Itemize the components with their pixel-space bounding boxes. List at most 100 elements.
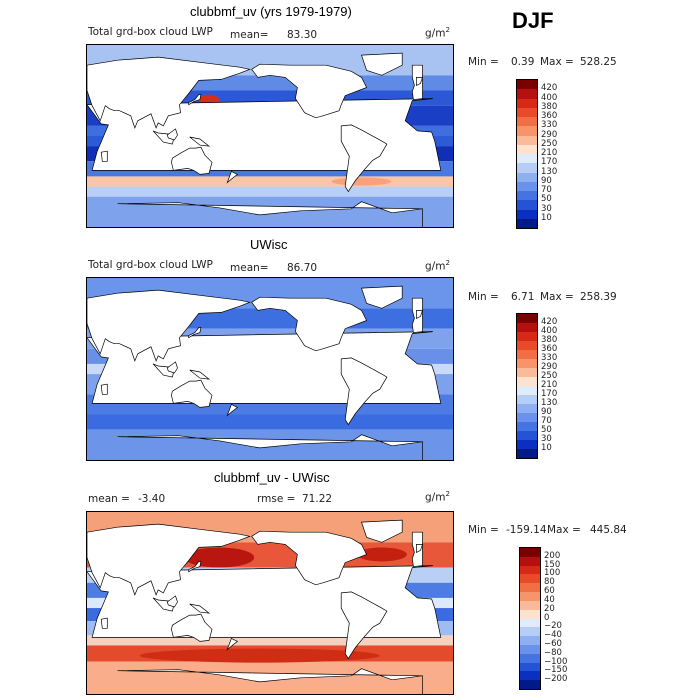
colorbar-swatch <box>517 181 537 191</box>
panel-2-variable-label: Total grd-box cloud LWP <box>88 259 213 271</box>
colorbar-tick-label: −20 <box>544 621 562 632</box>
land-mass <box>188 561 202 573</box>
colorbar-tick-label: 400 <box>541 92 558 103</box>
colorbar-tick-label: −60 <box>544 638 562 649</box>
hotspot <box>331 177 392 186</box>
land-mass <box>340 124 388 193</box>
colorbar-swatch <box>517 440 537 449</box>
colorbar-swatch <box>520 574 540 584</box>
land-mass <box>189 603 211 614</box>
ocean-band <box>87 414 453 430</box>
panel-1-max-label: Max = <box>540 56 574 68</box>
colorbar-tick-label: 290 <box>541 129 558 140</box>
land-mass <box>117 668 423 694</box>
colorbar-tick-label: 170 <box>541 389 558 399</box>
colorbar-swatch <box>517 323 537 332</box>
land-mass <box>171 379 213 408</box>
colorbar-tick-label: 60 <box>544 586 555 597</box>
land-mass <box>166 128 178 141</box>
panel-3-units-base: g/m <box>425 491 446 504</box>
ocean-band <box>87 635 453 646</box>
panel-1-units-exp: 2 <box>445 26 450 34</box>
panel-1-map <box>86 44 454 228</box>
colorbar-swatch <box>517 422 537 431</box>
colorbar-tick-label: 70 <box>541 416 552 426</box>
land-mass <box>251 296 368 352</box>
colorbar-swatch <box>517 80 537 90</box>
land-mass <box>189 136 211 147</box>
colorbar-tick-label: 210 <box>541 148 558 158</box>
colorbar-swatch <box>520 565 540 575</box>
panel-3-rmse-label: rmse = <box>257 493 296 505</box>
colorbar-swatch <box>520 618 540 628</box>
colorbar-tick-label: 10 <box>541 443 552 453</box>
colorbar-swatch <box>517 341 537 350</box>
panel-3-min-value: -159.14 <box>506 524 547 536</box>
colorbar-swatch <box>517 431 537 440</box>
colorbar-tick-label: 40 <box>544 594 555 605</box>
land-mass <box>416 310 423 319</box>
land-mass <box>87 56 251 129</box>
colorbar-swatch <box>517 89 537 99</box>
panel-2-colorbar <box>516 313 538 459</box>
panel-3-mean-label: mean = <box>88 493 130 505</box>
colorbar-tick-label: 30 <box>541 434 552 444</box>
colorbar-tick-label: −100 <box>544 656 568 667</box>
hotspot <box>139 648 380 663</box>
panel-2-map <box>86 277 454 461</box>
colorbar-swatch <box>520 680 540 689</box>
panel-3-map-svg <box>87 512 453 694</box>
panel-2-mean-value: 86.70 <box>287 262 318 274</box>
colorbar-tick-label: 50 <box>541 194 552 205</box>
panel-3-rmse-value: 71.22 <box>302 493 333 505</box>
panel-2-title: UWisc <box>250 237 288 252</box>
panel-3-max-value: 445.84 <box>590 524 627 536</box>
land-mass <box>188 327 202 339</box>
colorbar-tick-label: 100 <box>544 568 561 579</box>
colorbar-tick-label: 380 <box>541 101 558 112</box>
panel-1-max-value: 528.25 <box>580 56 617 68</box>
colorbar-tick-label: −150 <box>544 665 568 676</box>
land-mass <box>251 63 368 119</box>
colorbar-swatch <box>520 636 540 645</box>
land-mass <box>361 52 403 76</box>
land-mass <box>166 361 178 374</box>
colorbar-swatch <box>520 627 540 637</box>
panel-1-title: clubbmf_uv (yrs 1979-1979) <box>190 4 352 19</box>
colorbar-swatch <box>520 548 540 557</box>
colorbar-swatch <box>517 107 537 117</box>
land-mass <box>117 201 423 227</box>
land-mass <box>100 617 108 629</box>
colorbar-tick-label: 0 <box>544 612 550 623</box>
colorbar-tick-label: 330 <box>541 353 558 363</box>
land-mass <box>117 434 423 460</box>
land-mass <box>166 595 178 608</box>
colorbar-tick-label: 90 <box>541 175 552 186</box>
panel-2-map-svg <box>87 278 453 460</box>
colorbar-swatch <box>517 154 537 164</box>
colorbar-tick-label: 250 <box>541 138 558 149</box>
colorbar-tick-label: 200 <box>544 550 561 561</box>
colorbar-tick-label: −80 <box>544 647 562 658</box>
panel-2-min-value: 6.71 <box>511 291 535 303</box>
panel-3-map <box>86 511 454 695</box>
colorbar-tick-label: 420 <box>541 317 558 327</box>
colorbar-swatch <box>517 163 537 173</box>
colorbar-swatch <box>517 332 537 341</box>
colorbar-swatch <box>517 386 537 395</box>
land-mass <box>340 591 388 660</box>
colorbar-tick-label: 30 <box>541 203 552 214</box>
colorbar-tick-label: 70 <box>541 185 552 195</box>
colorbar-swatch <box>517 172 537 182</box>
colorbar-swatch <box>517 98 537 108</box>
panel-1-mean-value: 83.30 <box>287 29 318 41</box>
panel-1-colorbar <box>516 79 538 229</box>
colorbar-swatch <box>517 218 537 228</box>
colorbar-swatch <box>517 126 537 136</box>
panel-2-mean-label: mean= <box>230 262 269 274</box>
colorbar-swatch <box>520 662 540 672</box>
ocean-band <box>87 186 453 197</box>
land-mass <box>171 613 213 642</box>
land-mass <box>171 146 213 175</box>
colorbar-tick-label: 130 <box>541 398 558 408</box>
